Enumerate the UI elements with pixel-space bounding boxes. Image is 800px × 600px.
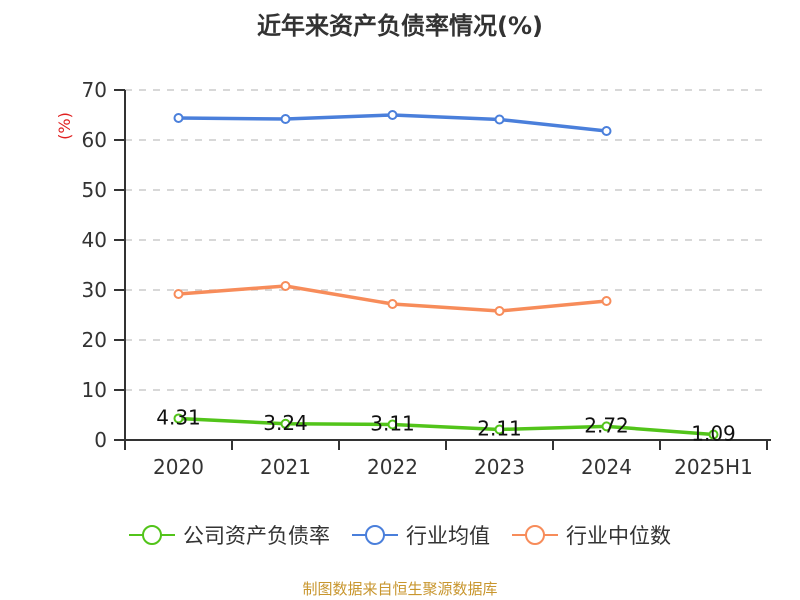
data-label: 3.24	[263, 411, 308, 435]
data-label: 2.72	[584, 413, 629, 437]
x-tick-label: 2021	[260, 455, 311, 479]
data-point[interactable]	[494, 306, 505, 316]
data-label: 1.09	[691, 422, 736, 446]
data-source-note: 制图数据来自恒生聚源数据库	[302, 580, 498, 598]
legend-line-circle-icon	[129, 525, 175, 545]
legend-item-industry-median[interactable]: 行业中位数	[512, 520, 671, 550]
data-point[interactable]	[280, 281, 291, 291]
data-point[interactable]	[280, 114, 291, 124]
y-tick-label: 10	[82, 378, 107, 402]
x-tick-label: 2025H1	[674, 455, 753, 479]
data-point[interactable]	[387, 110, 398, 120]
data-point[interactable]	[601, 296, 612, 306]
gridlines	[125, 89, 767, 391]
data-label: 3.11	[370, 411, 415, 435]
data-label: 2.11	[477, 416, 522, 440]
data-point[interactable]	[708, 429, 719, 440]
data-point[interactable]	[387, 299, 398, 309]
data-labels: 4.31 3.24 3.11 2.11 2.72 1.09	[156, 405, 736, 445]
x-tick-label: 2020	[153, 455, 204, 479]
data-label: 4.31	[156, 405, 201, 429]
data-point[interactable]	[173, 113, 184, 123]
data-point[interactable]	[494, 114, 505, 125]
data-point[interactable]	[173, 289, 184, 299]
axes: 0 10 20 30 40 50 60 70 2020 2021 2022 2023 2024 2025H…	[82, 78, 771, 479]
legend: 公司资产负债率 行业均值 行业中位数	[0, 520, 800, 550]
series-lines	[173, 110, 719, 440]
legend-line-circle-icon	[352, 525, 398, 545]
legend-label: 公司资产负债率	[183, 524, 330, 548]
data-point[interactable]	[494, 424, 505, 435]
chart-title: 近年来资产负债率情况(%)	[257, 12, 543, 40]
data-point[interactable]	[280, 418, 291, 429]
y-tick-label: 50	[82, 178, 107, 202]
data-point[interactable]	[387, 419, 398, 430]
x-tick-label: 2024	[581, 455, 632, 479]
data-point[interactable]	[173, 413, 184, 424]
y-tick-label: 60	[82, 128, 107, 152]
legend-line-circle-icon	[512, 525, 558, 545]
legend-item-company[interactable]: 公司资产负债率	[129, 520, 330, 550]
x-tick-label: 2022	[367, 455, 418, 479]
series-line	[178, 416, 714, 437]
legend-item-industry-avg[interactable]: 行业均值	[352, 520, 490, 550]
y-tick-label: 20	[82, 328, 107, 352]
legend-label: 行业中位数	[566, 524, 671, 548]
y-tick-label: 70	[82, 78, 107, 102]
y-tick-label: 40	[82, 228, 107, 252]
legend-label: 行业均值	[406, 524, 490, 548]
x-tick-label: 2023	[474, 455, 525, 479]
y-tick-label: 30	[82, 278, 107, 302]
y-tick-label: 0	[94, 428, 107, 452]
data-point[interactable]	[601, 421, 612, 432]
data-point[interactable]	[601, 126, 612, 136]
y-axis-unit-label: (%)	[55, 112, 74, 140]
